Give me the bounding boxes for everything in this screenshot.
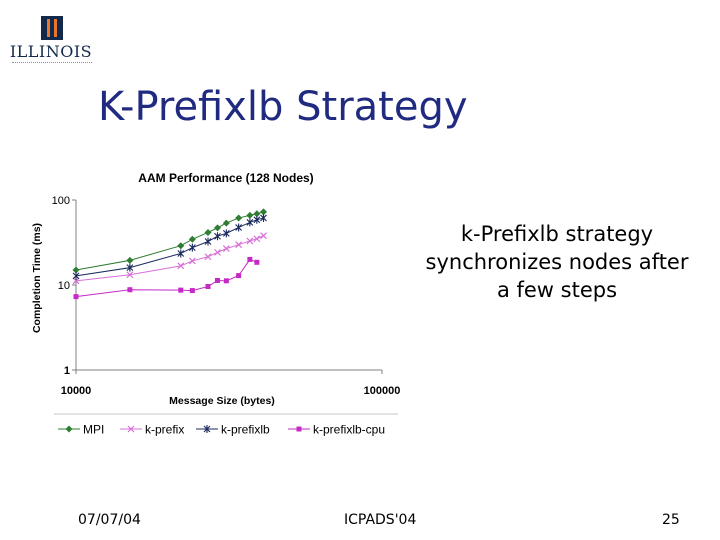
legend-label: k-prefix	[145, 423, 184, 437]
series-line-k-prefixlb-cpu	[75, 258, 258, 298]
data-point-k-prefixlb	[246, 218, 254, 227]
footer-date: 07/07/04	[78, 512, 141, 528]
data-point-k-prefixlb-cpu	[254, 259, 260, 265]
data-point-k-prefixlb	[235, 223, 243, 232]
legend-label: MPI	[83, 423, 104, 437]
series-k-prefixlb	[72, 213, 267, 280]
legend-marker	[296, 426, 302, 432]
data-point-mpi	[260, 208, 268, 216]
series-k-prefixlb-cpu	[73, 256, 260, 300]
data-point-k-prefixlb	[72, 271, 80, 280]
data-point-k-prefix	[72, 277, 80, 285]
logo-wordmark: ILLINOIS	[9, 42, 93, 61]
data-point-mpi	[213, 224, 221, 232]
data-point-mpi	[246, 211, 254, 219]
slide-body-text: k-Prefixlb strategy synchronizes nodes a…	[425, 222, 689, 302]
data-point-k-prefixlb-cpu	[214, 277, 220, 283]
data-point-mpi	[72, 266, 80, 274]
x-tick-label: 10000	[61, 385, 92, 397]
data-point-mpi	[235, 214, 243, 222]
x-axis-label: Message Size (bytes)	[169, 395, 275, 407]
university-logo: ILLINOIS	[8, 14, 94, 68]
data-point-k-prefixlb	[126, 263, 134, 272]
legend-marker	[65, 425, 73, 433]
data-point-k-prefix	[260, 232, 267, 240]
data-point-k-prefix	[246, 237, 254, 245]
data-point-k-prefixlb	[222, 229, 230, 238]
data-point-k-prefix	[222, 245, 230, 253]
data-point-k-prefix	[214, 248, 221, 256]
y-tick-label: 1	[64, 365, 70, 377]
performance-chart: AAM Performance (128 Nodes) Completion T…	[20, 160, 412, 452]
data-point-k-prefixlb-cpu	[247, 256, 253, 262]
logo-tagline	[12, 62, 92, 66]
data-point-k-prefixlb-cpu	[205, 284, 211, 290]
data-point-k-prefix	[253, 235, 261, 243]
data-point-k-prefixlb	[260, 213, 267, 222]
y-tick-label: 10	[58, 280, 70, 292]
series-k-prefix	[72, 232, 267, 285]
data-point-mpi	[222, 219, 230, 227]
x-tick-labels: 10000 100000	[61, 370, 401, 397]
y-axis-label: Completion Time (ms)	[31, 223, 43, 333]
legend-item-k-prefixlb-cpu: k-prefixlb-cpu	[288, 423, 385, 437]
data-point-k-prefixlb	[204, 237, 212, 246]
data-point-k-prefix	[177, 262, 185, 270]
y-tick-label: 100	[52, 195, 70, 207]
data-point-mpi	[204, 228, 212, 236]
data-point-k-prefix	[235, 241, 243, 249]
legend-item-mpi: MPI	[58, 423, 104, 437]
footer-conference: ICPADS'04	[344, 512, 417, 528]
data-point-k-prefixlb-cpu	[189, 288, 195, 294]
data-point-k-prefix	[126, 271, 134, 279]
data-point-mpi	[188, 235, 196, 243]
data-point-k-prefixlb	[188, 243, 196, 252]
legend-item-k-prefixlb: k-prefixlb	[196, 423, 270, 437]
legend-item-k-prefix: k-prefix	[120, 423, 184, 437]
data-point-k-prefix	[204, 253, 212, 261]
series-mpi	[72, 208, 268, 274]
shield-icon	[41, 16, 63, 40]
data-point-k-prefix	[188, 257, 196, 265]
slide-title: K-Prefixlb Strategy	[98, 84, 468, 130]
data-point-k-prefixlb	[177, 249, 185, 258]
legend-label: k-prefixlb-cpu	[313, 423, 385, 437]
data-point-mpi	[253, 210, 261, 218]
data-point-k-prefixlb-cpu	[127, 287, 133, 293]
data-point-k-prefixlb	[253, 215, 261, 224]
data-point-k-prefixlb-cpu	[236, 273, 242, 279]
y-tick-labels: 1 10 100	[52, 195, 76, 377]
legend-marker	[203, 425, 211, 433]
data-point-mpi	[126, 256, 134, 264]
data-point-k-prefixlb-cpu	[73, 294, 79, 300]
chart-title: AAM Performance (128 Nodes)	[138, 171, 313, 185]
data-point-k-prefixlb	[214, 232, 221, 241]
legend-label: k-prefixlb	[221, 423, 270, 437]
data-point-k-prefixlb-cpu	[223, 278, 229, 284]
chart-legend: MPI k-prefix k-prefixlb k-prefixlb-cpu	[58, 423, 385, 437]
x-tick-label: 100000	[364, 385, 401, 397]
footer-page-number: 25	[662, 512, 680, 528]
data-point-mpi	[177, 242, 185, 250]
plot-series	[72, 208, 268, 300]
data-point-k-prefixlb-cpu	[178, 287, 184, 293]
chart-svg: AAM Performance (128 Nodes) Completion T…	[20, 160, 412, 452]
legend-marker	[127, 425, 135, 433]
